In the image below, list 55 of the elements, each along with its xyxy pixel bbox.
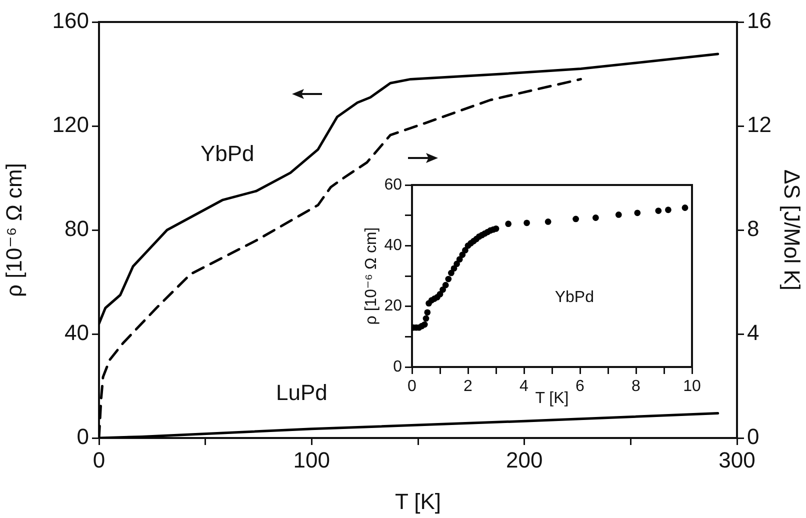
point: [634, 210, 641, 216]
y-tick-label: 40: [384, 237, 402, 254]
point: [440, 286, 446, 293]
x-axis-title: T [K]: [535, 390, 569, 407]
y2-tick-label: 0: [747, 424, 760, 450]
x-tick-label: 2: [464, 378, 473, 396]
series-label: LuPd: [276, 380, 328, 405]
y2-tick-label: 12: [747, 112, 772, 138]
y-tick-label: 0: [393, 358, 402, 376]
y-tick-label: 160: [52, 8, 89, 34]
x-tick-label: 200: [506, 447, 543, 472]
y-tick-label: 40: [64, 320, 89, 346]
y2-axis-title: ΔS [J/Mol K]: [780, 169, 805, 291]
y2-tick-label: 4: [747, 320, 760, 346]
x-tick-label: 8: [632, 378, 641, 396]
x-tick-label: 0: [408, 378, 417, 396]
y-axis-title: ρ [10⁻⁶ Ω cm]: [363, 227, 380, 325]
y-tick-label: 60: [384, 176, 402, 194]
point: [459, 252, 466, 258]
x-tick-label: 0: [92, 447, 106, 472]
point: [505, 220, 512, 228]
point: [424, 309, 431, 316]
series-label: YbPd: [200, 141, 254, 166]
point: [462, 247, 468, 254]
point: [448, 270, 454, 276]
point: [456, 256, 463, 263]
y-axis-title: ρ [10⁻⁶ Ω cm]: [1, 163, 26, 297]
point: [524, 220, 530, 226]
x-tick-label: 100: [293, 447, 330, 472]
y2-tick-label: 16: [747, 8, 772, 34]
point: [592, 214, 599, 221]
point: [655, 208, 662, 214]
x-tick-label: 6: [576, 378, 585, 396]
point: [615, 212, 622, 218]
point: [544, 218, 552, 225]
y-tick-label: 80: [64, 216, 89, 242]
point: [436, 291, 444, 298]
point: [422, 315, 430, 322]
point: [454, 260, 460, 268]
annotation: YbPd: [554, 289, 594, 306]
x-tick-label: 4: [520, 378, 529, 396]
point: [665, 206, 672, 214]
point: [421, 321, 428, 328]
y-tick-label: 0: [76, 424, 89, 450]
y-tick-label: 20: [384, 298, 402, 315]
y2-tick-label: 8: [747, 216, 760, 242]
point: [492, 225, 500, 232]
point: [682, 204, 688, 211]
x-tick-label: 10: [683, 378, 701, 396]
point: [572, 216, 579, 222]
x-axis-title: T [K]: [394, 488, 442, 514]
point: [445, 276, 452, 282]
point: [442, 282, 449, 288]
y-tick-label: 120: [52, 112, 89, 138]
x-tick-label: 300: [718, 447, 756, 472]
